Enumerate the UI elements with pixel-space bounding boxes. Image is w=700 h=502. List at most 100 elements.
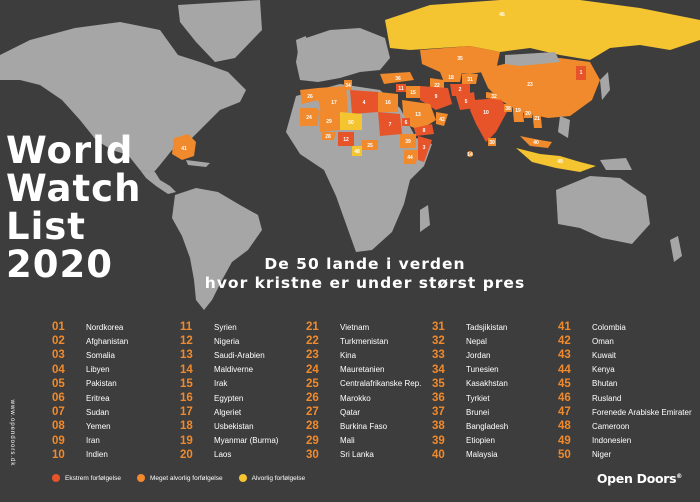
country-rank: 34 <box>432 363 445 376</box>
list-item: 35 Kasakhstan <box>432 377 508 391</box>
list-item: 20 Laos <box>180 448 278 462</box>
country-rank: 29 <box>306 434 319 447</box>
country-china <box>480 58 600 118</box>
svg-text:9: 9 <box>435 94 438 100</box>
country-name: Indonesien <box>592 436 632 446</box>
subtitle: De 50 lande i verden hvor kristne er und… <box>200 255 530 293</box>
legend-label: Meget alvorlig forfølgelse <box>150 474 223 482</box>
country-uzbekistan <box>440 72 462 82</box>
country-name: Libyen <box>86 365 110 375</box>
svg-text:42: 42 <box>439 117 445 123</box>
country-name: Vietnam <box>340 322 370 332</box>
svg-text:19: 19 <box>515 108 521 114</box>
svg-text:3: 3 <box>423 145 426 151</box>
list-item: 44 Kenya <box>558 363 692 377</box>
country-name: Malaysia <box>466 450 498 460</box>
list-item: 05 Pakistan <box>52 377 128 391</box>
svg-text:34: 34 <box>345 83 351 89</box>
country-rank: 06 <box>52 392 65 405</box>
country-rank: 42 <box>558 335 571 348</box>
country-rank: 13 <box>180 349 193 362</box>
country-laos <box>524 108 532 118</box>
svg-text:14: 14 <box>467 152 473 158</box>
svg-text:26: 26 <box>307 94 313 100</box>
country-name: Cameroon <box>592 421 630 431</box>
country-name: Turkmenistan <box>340 336 389 346</box>
svg-text:30: 30 <box>489 140 495 146</box>
country-name: Niger <box>592 450 612 460</box>
footer-url[interactable]: www.opendoors.dk <box>9 399 15 467</box>
country-name: Bangladesh <box>466 421 509 431</box>
country-rank: 44 <box>558 363 571 376</box>
country-name: Jordan <box>466 350 491 360</box>
list-item: 28 Burkina Faso <box>306 419 421 433</box>
list-item: 30 Sri Lanka <box>306 448 421 462</box>
country-vietnam <box>532 108 542 128</box>
country-rank: 21 <box>306 321 319 334</box>
list-item: 13 Saudi-Arabien <box>180 348 278 362</box>
country-rank: 46 <box>558 392 571 405</box>
country-niger <box>340 112 362 130</box>
list-item: 11 Syrien <box>180 320 278 334</box>
svg-text:38: 38 <box>505 106 511 112</box>
country-somalia <box>418 136 432 162</box>
country-name: Afghanistan <box>86 336 129 346</box>
country-indonesia <box>516 148 596 172</box>
list-item: 26 Marokko <box>306 391 421 405</box>
country-north-korea <box>576 66 586 80</box>
country-kazakhstan <box>420 46 500 74</box>
legend-dot <box>52 474 60 482</box>
country-rank: 12 <box>180 335 193 348</box>
country-rank: 47 <box>558 406 571 419</box>
country-name: Kuwait <box>592 350 617 360</box>
country-malaysia <box>520 136 552 148</box>
country-column: 01 Nordkorea 02 Afghanistan 03 Somalia 04 Libye… <box>52 320 128 462</box>
country-name: Egypten <box>214 393 244 403</box>
country-name: Oman <box>592 336 614 346</box>
list-item: 37 Brunei <box>432 405 508 419</box>
svg-text:29: 29 <box>326 119 332 125</box>
country-rank: 15 <box>180 377 193 390</box>
country-name: Kina <box>340 350 357 360</box>
legend-item-extreme: Ekstrem forfølgelse <box>52 474 121 482</box>
svg-text:11: 11 <box>398 86 404 92</box>
svg-text:46: 46 <box>499 12 505 18</box>
country-rank: 02 <box>52 335 65 348</box>
svg-text:2: 2 <box>459 87 462 93</box>
country-name: Nepal <box>466 336 487 346</box>
country-name: Qatar <box>340 407 361 417</box>
country-name: Yemen <box>86 421 111 431</box>
country-column: 11 Syrien 12 Nigeria 13 Saudi-Arabien 14 Maldiv… <box>180 320 278 462</box>
legend: Ekstrem forfølgelse Meget alvorlig forfø… <box>52 474 321 482</box>
land-north-america <box>0 22 246 172</box>
list-item: 17 Algeriet <box>180 405 278 419</box>
country-sri-lanka <box>488 138 496 146</box>
svg-text:8: 8 <box>423 128 426 134</box>
svg-text:28: 28 <box>325 134 331 140</box>
country-rank: 22 <box>306 335 319 348</box>
logo-mark: ® <box>676 472 682 480</box>
country-rank: 41 <box>558 321 571 334</box>
list-item: 50 Niger <box>558 448 692 462</box>
country-rank: 43 <box>558 349 571 362</box>
list-item: 43 Kuwait <box>558 348 692 362</box>
country-rank: 24 <box>306 363 319 376</box>
country-turkey <box>380 72 414 84</box>
land-papua <box>600 158 632 170</box>
svg-text:22: 22 <box>434 83 440 89</box>
country-oman <box>436 112 448 126</box>
list-item: 12 Nigeria <box>180 334 278 348</box>
country-name: Burkina Faso <box>340 421 388 431</box>
land-central-america <box>140 170 176 194</box>
country-rank: 45 <box>558 377 571 390</box>
country-rank: 11 <box>180 321 193 334</box>
country-rank: 30 <box>306 448 319 461</box>
svg-text:48: 48 <box>354 149 360 155</box>
country-rank: 39 <box>432 434 445 447</box>
svg-text:31: 31 <box>467 77 473 83</box>
list-item: 31 Tadsjikistan <box>432 320 508 334</box>
country-rank: 07 <box>52 406 65 419</box>
list-item: 33 Jordan <box>432 348 508 362</box>
svg-text:41: 41 <box>181 146 187 152</box>
country-column: 21 Vietnam 22 Turkmenistan 23 Kina 24 Mauretani… <box>306 320 421 462</box>
